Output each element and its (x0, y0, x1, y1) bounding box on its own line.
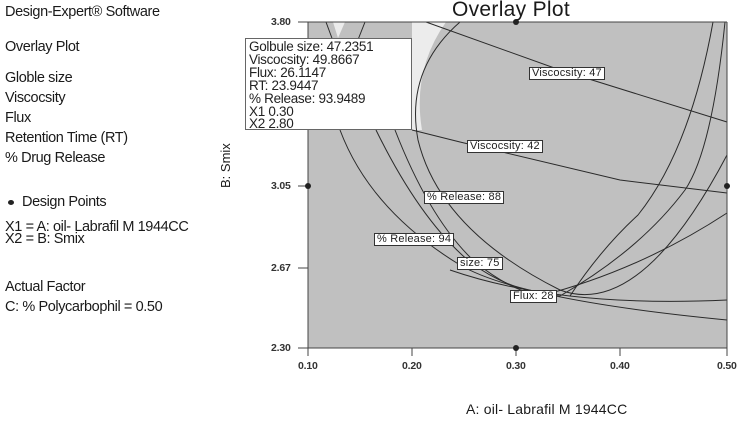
x-tick: 0.10 (298, 360, 318, 372)
x-tick: 0.50 (717, 360, 737, 372)
response-item: % Drug Release (5, 150, 105, 166)
actual-factor-heading: Actual Factor (5, 279, 86, 295)
tooltip-line: % Release: 93.9489 (249, 90, 366, 106)
y-tick: 3.80 (271, 16, 291, 28)
design-point (305, 183, 311, 189)
y-tick: 2.67 (271, 262, 291, 274)
tooltip-line: X1 0.30 (249, 103, 294, 119)
factor-x1: X1 = A: oil- Labrafil M 1944CC (5, 219, 189, 235)
plot-type: Overlay Plot (5, 39, 80, 55)
y-tick: 2.30 (271, 342, 291, 354)
contour-label: Flux: 28 (510, 290, 557, 303)
y-tick: 3.05 (271, 180, 291, 192)
design-point (513, 19, 519, 25)
tooltip-line: X2 2.80 (249, 116, 294, 132)
x-axis-label: A: oil- Labrafil M 1944CC (466, 401, 628, 417)
response-list: Globle size Viscocsity Flux Retention Ti… (5, 68, 128, 168)
software-name: Design-Expert® Software (5, 4, 160, 20)
factor-definitions: X1 = A: oil- Labrafil M 1944CC X2 = B: S… (5, 219, 189, 247)
design-points-legend: Design Points (8, 192, 107, 212)
flag-tooltip: Golbule size: 47.2351 Viscocsity: 49.866… (245, 38, 412, 132)
tooltip-line: RT: 23.9447 (249, 77, 319, 93)
design-points (305, 19, 730, 351)
contour-label: size: 75 (457, 257, 503, 270)
response-item: Flux (5, 110, 31, 126)
response-item: Viscocsity (5, 90, 66, 106)
response-item: Retention Time (RT) (5, 130, 128, 146)
contour-label: % Release: 88 (424, 191, 505, 204)
y-axis-label: B: Smix (218, 143, 233, 188)
contour-label: % Release: 94 (374, 233, 455, 246)
chart-title: Overlay Plot (452, 0, 570, 21)
x-tick: 0.30 (506, 360, 526, 372)
factor-x2: X2 = B: Smix (5, 231, 85, 247)
feasible-region (360, 22, 446, 130)
design-point (513, 345, 519, 351)
tooltip-line: Viscocsity: 49.8667 (249, 51, 360, 67)
tooltip-line: Golbule size: 47.2351 (249, 39, 374, 54)
design-point (724, 183, 730, 189)
contour-label: Viscocsity: 42 (467, 140, 543, 153)
contour-label: Viscocsity: 47 (529, 67, 605, 80)
response-item: Globle size (5, 70, 73, 86)
design-point-icon (8, 199, 14, 205)
x-tick: 0.40 (610, 360, 630, 372)
actual-factor-value: C: % Polycarbophil = 0.50 (5, 299, 163, 315)
tooltip-line: Flux: 26.1147 (249, 64, 326, 80)
x-tick: 0.20 (402, 360, 422, 372)
